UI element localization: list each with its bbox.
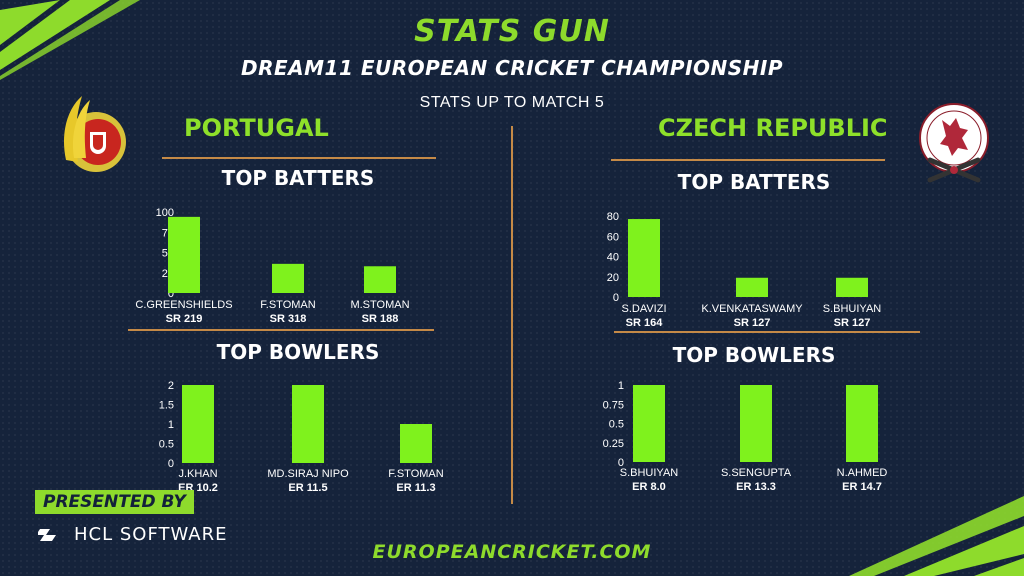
stat-label: SR 318 bbox=[270, 313, 307, 325]
czech-rule-mid bbox=[614, 331, 920, 333]
category-label: S.DAVIZI bbox=[621, 303, 666, 315]
bar bbox=[633, 385, 665, 462]
y-tick-label: 80 bbox=[607, 211, 619, 223]
portugal-cricket-logo-icon bbox=[63, 96, 126, 172]
y-tick-label: 0 bbox=[613, 292, 619, 304]
bar bbox=[736, 277, 768, 297]
brand-title: STATS GUN bbox=[414, 14, 610, 49]
y-tick-label: 1.5 bbox=[159, 400, 174, 412]
category-label: S.BHUIYAN bbox=[620, 467, 679, 479]
y-tick-label: 0.5 bbox=[159, 439, 174, 451]
match-note: STATS UP TO MATCH 5 bbox=[419, 94, 605, 111]
team-name-czech: CZECH REPUBLIC bbox=[658, 114, 888, 142]
y-tick-label: 0.25 bbox=[603, 438, 624, 450]
y-tick-label: 0 bbox=[618, 457, 624, 469]
stat-label: SR 219 bbox=[166, 313, 203, 325]
y-tick-label: 0 bbox=[168, 288, 174, 300]
corner-stripes-bottom-right bbox=[849, 496, 1024, 576]
bar bbox=[628, 219, 660, 297]
czech-bowlers-chart: 0 0.25 0.5 0.75 1 S.BHUIYAN ER 8.0 S.SENGUPTA ER… bbox=[603, 380, 888, 493]
website-link[interactable]: EUROPEANCRICKET.COM bbox=[372, 541, 652, 563]
y-tick-label: 100 bbox=[156, 207, 174, 219]
czech-cricket-logo-icon bbox=[919, 103, 989, 183]
y-tick-label: 2 bbox=[168, 380, 174, 392]
category-label: J.KHAN bbox=[178, 468, 217, 480]
category-label: S.SENGUPTA bbox=[721, 467, 792, 479]
bar bbox=[364, 266, 396, 293]
portugal-rule-mid bbox=[128, 329, 434, 331]
event-title: DREAM11 EUROPEAN CRICKET CHAMPIONSHIP bbox=[241, 56, 783, 80]
stat-label: SR 188 bbox=[362, 313, 399, 325]
portugal-batters-title: TOP BATTERS bbox=[221, 166, 375, 190]
czech-batters-chart: 0 20 40 60 80 S.DAVIZI SR 164 K.VENKATASWAMY SR … bbox=[607, 211, 882, 329]
category-label: M.STOMAN bbox=[350, 299, 409, 311]
stat-label: ER 11.3 bbox=[396, 482, 435, 494]
hcl-mark-icon bbox=[38, 528, 56, 541]
sponsor-name: HCL SOFTWARE bbox=[74, 524, 228, 545]
y-tick-label: 0.5 bbox=[609, 419, 624, 431]
bar bbox=[740, 385, 772, 462]
y-tick-label: 40 bbox=[607, 252, 619, 264]
y-tick-label: 0 bbox=[168, 458, 174, 470]
bar bbox=[400, 424, 432, 463]
category-label: S.BHUIYAN bbox=[823, 303, 882, 315]
y-tick-label: 20 bbox=[607, 272, 619, 284]
stat-label: ER 11.5 bbox=[288, 482, 327, 494]
bar bbox=[846, 385, 878, 462]
category-label: C.GREENSHIELDS bbox=[135, 299, 232, 311]
category-label: F.STOMAN bbox=[388, 468, 443, 480]
center-divider bbox=[511, 126, 513, 504]
presented-by-badge: PRESENTED BY bbox=[35, 490, 194, 514]
category-label: F.STOMAN bbox=[260, 299, 315, 311]
bar bbox=[836, 277, 868, 297]
bar bbox=[292, 385, 324, 463]
corner-stripes-top-left bbox=[0, 0, 140, 80]
y-tick-label: 0.75 bbox=[603, 399, 624, 411]
czech-batters-title: TOP BATTERS bbox=[677, 170, 831, 194]
team-name-portugal: PORTUGAL bbox=[184, 114, 329, 142]
category-label: N.AHMED bbox=[837, 467, 888, 479]
bar bbox=[272, 263, 304, 293]
y-tick-label: 1 bbox=[618, 380, 624, 392]
y-tick-label: 1 bbox=[168, 419, 174, 431]
y-tick-label: 60 bbox=[607, 231, 619, 243]
stat-label: ER 8.0 bbox=[632, 481, 666, 493]
category-label: MD.SIRAJ NIPO bbox=[267, 468, 349, 480]
category-label: K.VENKATASWAMY bbox=[701, 303, 803, 315]
bar bbox=[168, 216, 200, 293]
stat-label: SR 164 bbox=[626, 317, 664, 329]
bar bbox=[182, 385, 214, 463]
portugal-bowlers-title: TOP BOWLERS bbox=[216, 340, 380, 364]
czech-rule-top bbox=[611, 159, 885, 161]
stat-label: ER 13.3 bbox=[736, 481, 776, 493]
stat-label: SR 127 bbox=[834, 317, 871, 329]
sponsor-logo: HCL SOFTWARE bbox=[38, 524, 228, 545]
portugal-rule-top bbox=[162, 157, 436, 159]
stat-label: ER 14.7 bbox=[842, 481, 882, 493]
stat-label: SR 127 bbox=[734, 317, 771, 329]
czech-bowlers-title: TOP BOWLERS bbox=[672, 343, 836, 367]
